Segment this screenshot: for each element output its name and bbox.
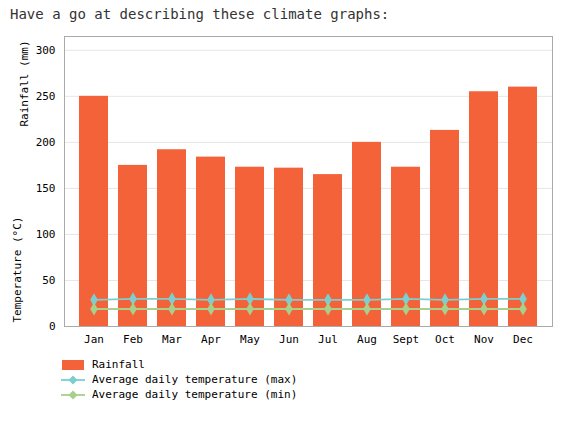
svg-text:Jun: Jun xyxy=(279,333,299,346)
html-text:Have a go at describing these: Have a go at describing these climate gr… xyxy=(10,6,390,22)
svg-text:Temperature (°C): Temperature (°C) xyxy=(11,217,24,323)
svg-text:Aug: Aug xyxy=(357,333,377,346)
svg-text:Rainfall (mm): Rainfall (mm) xyxy=(18,41,31,127)
svg-text:200: 200 xyxy=(36,136,56,149)
svg-text:300: 300 xyxy=(36,44,56,57)
svg-text:Apr: Apr xyxy=(201,333,221,346)
html-text:Rainfall: Rainfall xyxy=(92,358,145,371)
svg-text:Oct: Oct xyxy=(435,333,455,346)
svg-text:Jul: Jul xyxy=(318,333,338,346)
svg-text:Mar: Mar xyxy=(162,333,182,346)
html-text:Average daily temperature (min: Average daily temperature (min) xyxy=(92,388,298,401)
svg-text:Jan: Jan xyxy=(84,333,104,346)
svg-text:100: 100 xyxy=(36,228,56,241)
svg-text:Dec: Dec xyxy=(513,333,533,346)
svg-text:May: May xyxy=(240,333,260,346)
svg-text:0: 0 xyxy=(49,320,56,333)
svg-text:250: 250 xyxy=(36,90,56,103)
svg-text:Feb: Feb xyxy=(123,333,143,346)
svg-text:50: 50 xyxy=(42,274,55,287)
svg-text:Nov: Nov xyxy=(474,333,494,346)
html-text:Average daily temperature (max: Average daily temperature (max) xyxy=(92,373,298,386)
svg-text:Sept: Sept xyxy=(393,333,420,346)
svg-text:150: 150 xyxy=(36,182,56,195)
